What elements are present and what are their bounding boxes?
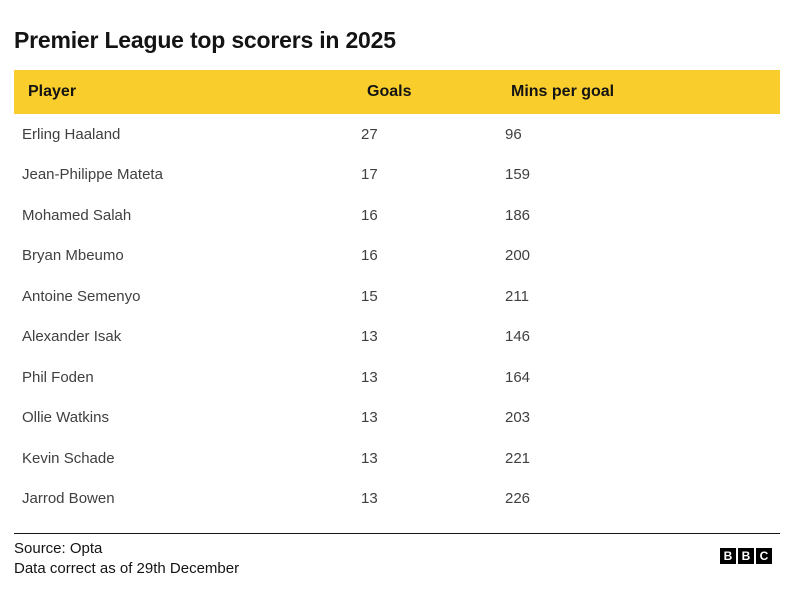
player-cell: Erling Haaland: [14, 114, 353, 155]
player-cell: Jarrod Bowen: [14, 478, 353, 519]
goals-cell: 16: [353, 235, 497, 276]
mins-cell: 164: [497, 357, 780, 398]
footer: Source: Opta Data correct as of 29th Dec…: [14, 533, 780, 579]
top-scorers-table: Player Goals Mins per goal Erling Haalan…: [14, 70, 780, 519]
player-cell: Ollie Watkins: [14, 397, 353, 438]
goals-cell: 15: [353, 276, 497, 317]
goals-cell: 13: [353, 316, 497, 357]
table-row: Erling Haaland 27 96: [14, 114, 780, 155]
table-row: Jarrod Bowen 13 226: [14, 478, 780, 519]
mins-cell: 159: [497, 154, 780, 195]
bbc-logo-block-1: B: [720, 548, 736, 564]
player-cell: Kevin Schade: [14, 438, 353, 479]
table-body: Erling Haaland 27 96 Jean-Philippe Matet…: [14, 114, 780, 519]
goals-cell: 13: [353, 478, 497, 519]
mins-cell: 146: [497, 316, 780, 357]
table-row: Jean-Philippe Mateta 17 159: [14, 154, 780, 195]
bbc-logo-block-3: C: [756, 548, 772, 564]
mins-cell: 221: [497, 438, 780, 479]
mins-cell: 186: [497, 195, 780, 236]
mins-cell: 203: [497, 397, 780, 438]
table-header: Player Goals Mins per goal: [14, 70, 780, 114]
bbc-logo-block-2: B: [738, 548, 754, 564]
player-cell: Mohamed Salah: [14, 195, 353, 236]
player-cell: Antoine Semenyo: [14, 276, 353, 317]
mins-cell: 96: [497, 114, 780, 155]
player-cell: Phil Foden: [14, 357, 353, 398]
goals-cell: 27: [353, 114, 497, 155]
header-row: Player Goals Mins per goal: [14, 70, 780, 114]
goals-cell: 13: [353, 438, 497, 479]
data-note-line: Data correct as of 29th December: [14, 560, 240, 577]
mins-cell: 211: [497, 276, 780, 317]
player-cell: Alexander Isak: [14, 316, 353, 357]
table-row: Phil Foden 13 164: [14, 357, 780, 398]
player-cell: Jean-Philippe Mateta: [14, 154, 353, 195]
column-header-player: Player: [14, 70, 353, 114]
player-cell: Bryan Mbeumo: [14, 235, 353, 276]
table-row: Ollie Watkins 13 203: [14, 397, 780, 438]
table-row: Antoine Semenyo 15 211: [14, 276, 780, 317]
goals-cell: 13: [353, 357, 497, 398]
column-header-mins-per-goal: Mins per goal: [497, 70, 780, 114]
table-row: Kevin Schade 13 221: [14, 438, 780, 479]
bbc-logo: B B C: [720, 548, 772, 564]
goals-cell: 16: [353, 195, 497, 236]
table-row: Alexander Isak 13 146: [14, 316, 780, 357]
page-title: Premier League top scorers in 2025: [14, 27, 396, 53]
table-row: Bryan Mbeumo 16 200: [14, 235, 780, 276]
table-row: Mohamed Salah 16 186: [14, 195, 780, 236]
goals-cell: 13: [353, 397, 497, 438]
mins-cell: 226: [497, 478, 780, 519]
mins-cell: 200: [497, 235, 780, 276]
source-line: Source: Opta: [14, 540, 103, 557]
source-attribution: Source: Opta Data correct as of 29th Dec…: [14, 539, 239, 579]
goals-cell: 17: [353, 154, 497, 195]
column-header-goals: Goals: [353, 70, 497, 114]
